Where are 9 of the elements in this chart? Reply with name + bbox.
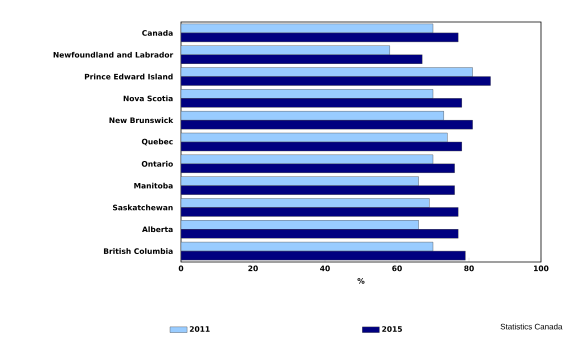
bar — [181, 110, 444, 120]
bar — [181, 24, 433, 33]
bar — [181, 46, 390, 55]
bar — [181, 176, 419, 186]
text: Statistics Canada — [500, 324, 562, 330]
bar — [181, 220, 419, 230]
bar — [181, 242, 434, 252]
bar — [181, 89, 434, 99]
bar — [181, 154, 434, 164]
